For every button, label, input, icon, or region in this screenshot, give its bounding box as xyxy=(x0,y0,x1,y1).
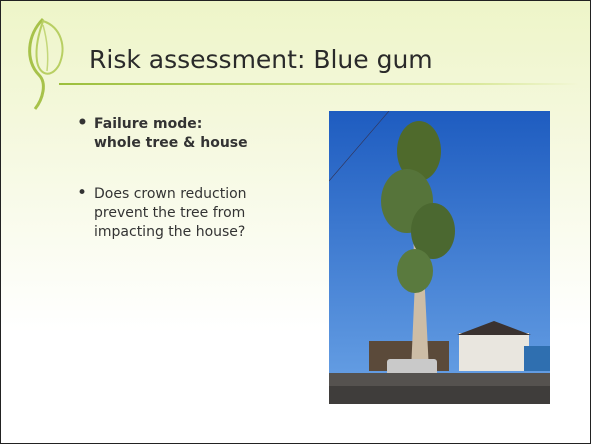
slide-title: Risk assessment: Blue gum xyxy=(89,45,433,74)
slide: Risk assessment: Blue gum Failure mode: … xyxy=(0,0,591,444)
leaf-icon xyxy=(21,13,81,113)
bullet: Does crown reduction prevent the tree fr… xyxy=(77,185,277,242)
bullet: Failure mode: whole tree & house xyxy=(77,115,254,153)
tree-photo xyxy=(329,111,550,404)
bullet-list: Failure mode: whole tree & house Does cro… xyxy=(77,115,277,274)
title-rule xyxy=(59,83,579,85)
